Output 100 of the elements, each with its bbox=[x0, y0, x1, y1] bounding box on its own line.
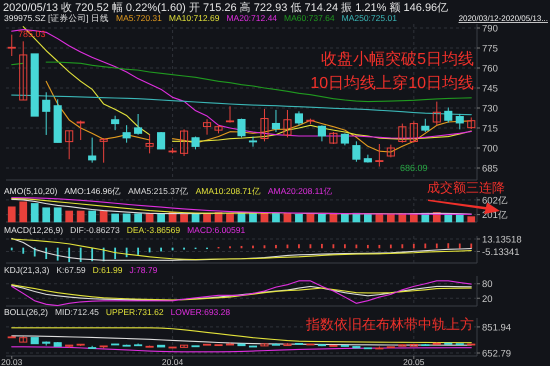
candlestick bbox=[318, 124, 326, 142]
bar bbox=[54, 207, 62, 222]
y-tick-label: 760 bbox=[482, 64, 498, 74]
candlestick bbox=[375, 144, 384, 168]
candlestick bbox=[410, 120, 418, 144]
text: MA60:737.64 bbox=[284, 13, 335, 23]
y-tick-label: 730 bbox=[482, 104, 498, 114]
bar bbox=[295, 214, 303, 222]
candlestick bbox=[226, 106, 234, 124]
text: MA250:725.01 bbox=[342, 13, 398, 23]
bar bbox=[238, 212, 246, 222]
candlestick bbox=[329, 132, 338, 144]
y-tick-label: 80 bbox=[482, 279, 493, 290]
candlestick bbox=[456, 113, 464, 130]
bar bbox=[134, 214, 142, 222]
annotation: 成交额三连降 bbox=[427, 180, 505, 195]
x-tick-label: 20.04 bbox=[162, 357, 184, 366]
candlestick bbox=[146, 134, 154, 154]
bar bbox=[146, 213, 154, 222]
text: D:61.99 bbox=[92, 265, 123, 275]
text: MID:712.45 bbox=[54, 307, 100, 317]
text: DEA:-3.86569 bbox=[126, 225, 180, 235]
bar bbox=[19, 201, 28, 222]
candlestick bbox=[180, 128, 188, 156]
text: MACD:6.00591 bbox=[187, 225, 246, 235]
candlestick bbox=[444, 106, 452, 124]
chart-title: KDJ(21,3,3) bbox=[4, 265, 50, 275]
bar bbox=[386, 214, 395, 222]
annotation: 10日均线上穿10日均线 bbox=[310, 74, 474, 92]
bar bbox=[65, 210, 74, 222]
candlestick bbox=[76, 120, 85, 140]
chart-title: MACD(12,26,9) bbox=[4, 225, 64, 235]
candlestick bbox=[283, 110, 292, 138]
candlestick bbox=[237, 118, 246, 138]
text: MA10:712.69 bbox=[168, 13, 220, 23]
y-tick-label: 715 bbox=[482, 124, 498, 134]
y-tick-label: 652.79 bbox=[482, 348, 512, 360]
bar bbox=[122, 214, 130, 222]
candlestick bbox=[340, 132, 349, 146]
bar bbox=[88, 210, 96, 222]
y-tick-label: 775 bbox=[482, 44, 498, 54]
bar bbox=[42, 207, 50, 222]
annotation: 收盘小幅突破5日均线 bbox=[321, 50, 474, 68]
x-tick-label: 20.03 bbox=[1, 357, 23, 366]
bar bbox=[330, 213, 338, 222]
y-tick-label: 685 bbox=[482, 164, 498, 174]
candlestick bbox=[202, 118, 212, 136]
annotation: 指数依旧在布林带中轨上方 bbox=[305, 316, 474, 332]
y-tick-label: 13.13518 bbox=[482, 234, 522, 246]
bar bbox=[8, 206, 16, 222]
candlestick bbox=[421, 118, 430, 132]
annotation: 686.09 bbox=[400, 163, 428, 173]
series-label: AMA5:215.37亿 bbox=[128, 186, 189, 196]
candlestick bbox=[134, 114, 142, 136]
text: MA20:712.44 bbox=[226, 13, 278, 23]
candlestick bbox=[122, 124, 131, 144]
candlestick bbox=[8, 34, 16, 56]
bar bbox=[318, 214, 326, 222]
candlestick bbox=[100, 138, 108, 164]
text: AMO:146.96亿 bbox=[64, 186, 122, 196]
x-tick-label: 20.05 bbox=[403, 357, 425, 366]
y-tick-label: 851.94 bbox=[482, 322, 512, 334]
candlestick bbox=[467, 116, 476, 130]
bar bbox=[192, 213, 200, 222]
y-tick-label: -5.13341 bbox=[482, 246, 520, 258]
candlestick bbox=[65, 130, 74, 160]
candlestick bbox=[386, 144, 395, 158]
bar bbox=[341, 214, 349, 222]
chart-title: BOLL(26,2) bbox=[4, 307, 48, 317]
text: J:78.79 bbox=[129, 265, 158, 275]
candlestick bbox=[272, 109, 280, 132]
text: LOWER:693.28 bbox=[170, 307, 230, 317]
text: K:67.59 bbox=[56, 265, 86, 275]
bar bbox=[260, 212, 268, 222]
candlestick bbox=[191, 136, 200, 150]
candlestick bbox=[42, 92, 50, 136]
y-tick-label: 745 bbox=[482, 84, 498, 94]
bar bbox=[456, 214, 464, 222]
y-tick-label: 700 bbox=[482, 144, 498, 154]
candlestick bbox=[294, 110, 303, 126]
candlestick bbox=[111, 115, 120, 131]
candlestick bbox=[352, 140, 360, 162]
text: MA5:720.31 bbox=[116, 13, 162, 23]
series-label: AMA10:208.71亿 bbox=[196, 186, 261, 196]
candlestick bbox=[157, 132, 166, 150]
bar bbox=[375, 214, 384, 222]
y-tick-label: 602亿 bbox=[482, 195, 508, 206]
bar bbox=[364, 214, 372, 222]
candlestick bbox=[432, 101, 441, 126]
bar bbox=[467, 216, 476, 222]
line-series bbox=[11, 280, 472, 306]
candlestick bbox=[248, 136, 258, 148]
candlestick bbox=[260, 108, 269, 142]
bar bbox=[111, 214, 119, 222]
text: 2020/03/12-2020/05/13... bbox=[458, 14, 548, 23]
bar bbox=[30, 203, 39, 222]
bar bbox=[306, 213, 314, 222]
series-label: AMA20:208.11亿 bbox=[268, 186, 332, 196]
chart-title: 2020/05/13 收 720.52 幅 0.22%(1.60) 开 715.26 高 722.93 低 714.24 振 1.21% 额 146.96亿 bbox=[3, 1, 448, 14]
bar bbox=[157, 213, 165, 222]
